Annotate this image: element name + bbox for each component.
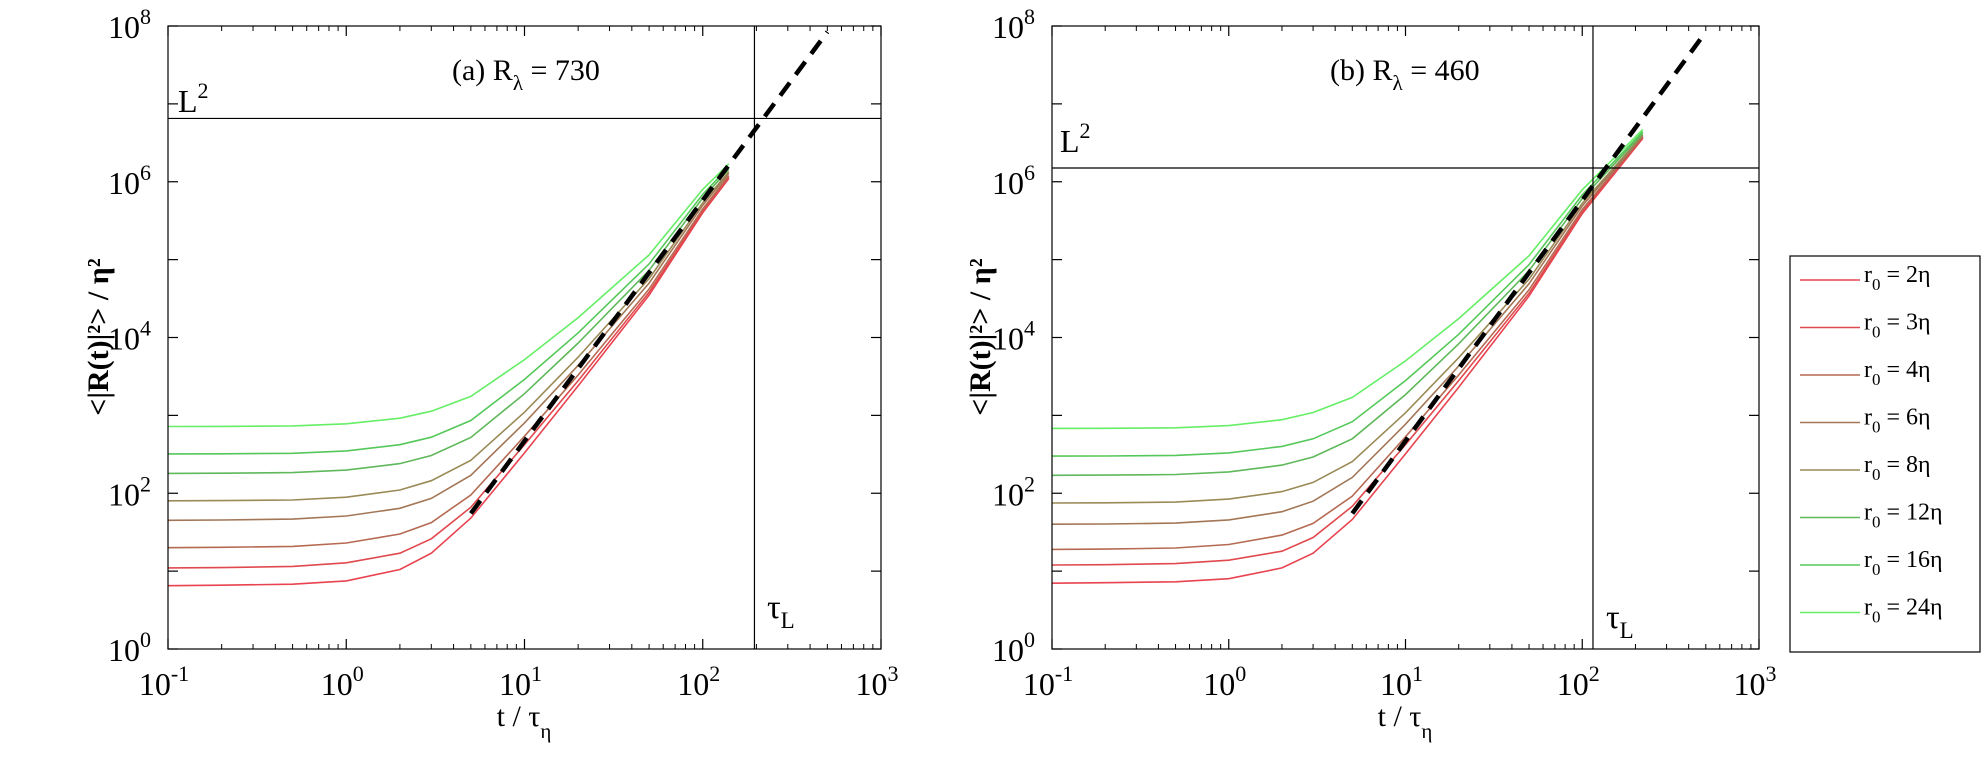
panel-b-y-tick-label: 102	[992, 471, 1035, 512]
panel-b-series-layer	[1051, 128, 1644, 584]
legend-label: r0 = 16η	[1864, 547, 1943, 579]
legend-label: r0 = 4η	[1864, 357, 1931, 389]
panel-b-title: (b) Rλ = 460	[1330, 54, 1480, 95]
panel-a-series-layer	[167, 163, 730, 587]
panel-a-L2-label: L2	[178, 78, 209, 119]
panel-b-tauL-label: τL	[1606, 599, 1634, 643]
panel-a-x-tick-label: 100	[321, 661, 364, 702]
panel-b-series-2	[1051, 136, 1644, 566]
legend-box	[1789, 255, 1981, 653]
panel-b-reference-lines	[1052, 26, 1759, 649]
panel-a-series-1	[167, 178, 730, 587]
panel-b-series-8	[1051, 128, 1644, 430]
panel-a-series-6	[167, 168, 730, 475]
legend-label: r0 = 12η	[1864, 500, 1943, 532]
panel-a-y-axis-label: <|R(t)|²> / η²	[82, 258, 115, 415]
panel-a-series-8	[167, 163, 730, 428]
legend: r0 = 2η r0 = 3η r0 = 4η r0 = 6η r0 = 8η r0 = …	[1789, 255, 1981, 653]
panel-b-x-axis-label: t / τη	[1378, 700, 1433, 743]
panel-b-x-tick-label: 100	[1203, 661, 1246, 702]
panel-b-series-1	[1051, 137, 1644, 584]
panel-a-fit-line	[469, 30, 830, 515]
panel-b-y-tick-label: 100	[992, 627, 1035, 668]
legend-label: r0 = 2η	[1864, 262, 1931, 294]
panel-b-y-axis-label: <|R(t)|²> / η²	[964, 258, 997, 415]
panel-a-y-tick-label: 106	[108, 160, 151, 201]
panel-b-y-tick-label: 104	[992, 316, 1035, 357]
panel-b-axes-frame	[1051, 25, 1760, 650]
panel-a-x-tick-label: 102	[677, 661, 720, 702]
legend-label: r0 = 6η	[1864, 405, 1931, 437]
legend-label: r0 = 24η	[1864, 595, 1943, 627]
legend-label: r0 = 3η	[1864, 310, 1931, 342]
panel-a-series-3	[167, 175, 730, 549]
panel-a-title: (a) Rλ = 730	[452, 54, 600, 95]
panel-a-y-tick-label: 100	[108, 627, 151, 668]
panel-b-x-tick-label: 102	[1557, 661, 1600, 702]
panel-a-x-axis-label: t / τη	[497, 700, 552, 743]
panel-b-series-7	[1051, 131, 1644, 457]
panel-a-axes-frame	[167, 25, 882, 650]
panel-b-y-tick-label: 106	[992, 160, 1035, 201]
panel-a-series-7	[167, 166, 730, 455]
panel-a-y-tick-label: 102	[108, 471, 151, 512]
panel-b-x-tick-label: 10-1	[1023, 661, 1073, 702]
legend-label: r0 = 8η	[1864, 452, 1931, 484]
panel-b-x-tick-label: 103	[1734, 661, 1777, 702]
panel-a-y-tick-label: 104	[108, 316, 151, 357]
panel-a-x-tick-label: 103	[856, 661, 899, 702]
panel-a-series-2	[167, 176, 730, 569]
panel-b-series-4	[1051, 135, 1644, 526]
panel-b-x-tick-label: 101	[1380, 661, 1423, 702]
panel-b-y-tick-label: 108	[992, 4, 1035, 45]
panel-b-L2-label: L2	[1060, 118, 1091, 159]
panel-a-x-tick-label: 101	[499, 661, 542, 702]
panel-a-tauL-label: τL	[767, 589, 795, 633]
panel-a-reference-lines	[168, 26, 881, 649]
panel-b-series-5	[1051, 134, 1644, 504]
panel-a-series-5	[167, 171, 730, 502]
panel-b-fit-line	[1350, 30, 1708, 515]
panel-a-y-tick-label: 108	[108, 4, 151, 45]
panel-a-series-4	[167, 172, 730, 522]
panel-a-x-tick-label: 10-1	[139, 661, 189, 702]
panel-b-series-3	[1051, 136, 1644, 551]
